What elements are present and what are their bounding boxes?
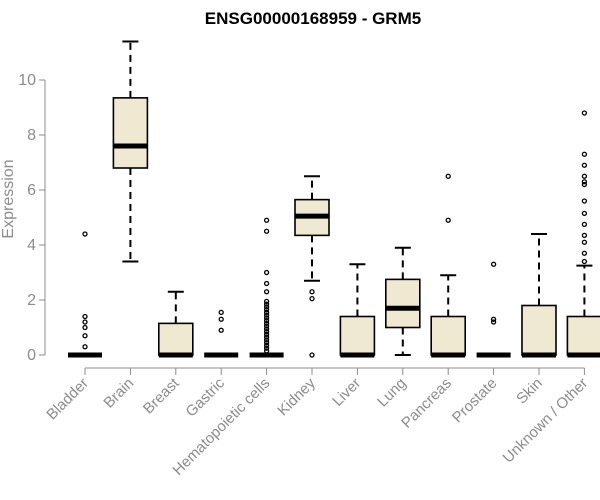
outlier-point <box>263 312 270 318</box>
x-tick-label: Pancreas <box>398 375 455 432</box>
box-brain <box>112 40 149 263</box>
y-tick-label: 10 <box>18 72 36 89</box>
outlier-point <box>263 342 270 349</box>
outlier-point <box>581 162 588 168</box>
y-tick-label: 8 <box>27 127 36 144</box>
box-iqr <box>339 315 376 356</box>
box-gastric <box>204 309 239 358</box>
outlier-point <box>263 217 270 223</box>
x-tick-label: Brain <box>100 375 137 412</box>
x-tick-label: Skin <box>513 375 546 408</box>
outlier-point <box>263 298 270 305</box>
y-tick-label: 2 <box>27 292 36 309</box>
outlier-point <box>263 315 270 321</box>
outlier-point <box>581 250 588 256</box>
outlier-point <box>82 344 88 350</box>
box-iqr <box>112 97 149 169</box>
outlier-point <box>263 323 270 329</box>
outlier-point <box>263 320 270 327</box>
x-tick-label: Kidney <box>274 374 319 419</box>
box-breast <box>158 290 194 358</box>
x-tick-label: Breast <box>140 374 183 417</box>
outlier-point <box>263 228 270 234</box>
outlier-point <box>445 173 451 179</box>
outlier-point <box>581 210 588 217</box>
outlier-point <box>218 327 224 333</box>
outlier-point <box>581 198 588 204</box>
outlier-point <box>263 304 270 310</box>
box-iqr <box>430 315 467 356</box>
outlier-point <box>263 269 270 276</box>
box-bladder <box>68 231 102 358</box>
x-tick-label: Liver <box>329 375 364 410</box>
x-tick-label: Prostate <box>449 375 501 427</box>
outlier-point <box>263 326 270 332</box>
outlier-point <box>82 333 88 339</box>
outlier-point <box>263 348 270 354</box>
outlier-point <box>581 258 588 265</box>
outlier-point <box>490 319 497 325</box>
outlier-point <box>581 179 588 185</box>
outlier-point <box>490 261 497 267</box>
x-tick-label: Lung <box>374 375 410 411</box>
box-iqr <box>158 322 194 356</box>
outlier-point <box>581 181 588 188</box>
box-prostate <box>476 261 511 358</box>
outlier-point <box>309 352 315 358</box>
outlier-point <box>263 317 270 324</box>
y-axis-label: Expression <box>0 159 17 238</box>
outlier-point <box>263 339 270 346</box>
outlier-point <box>263 289 270 295</box>
outlier-point <box>218 309 224 316</box>
box-unknown-other <box>566 110 600 358</box>
outlier-point <box>309 289 315 295</box>
outlier-point <box>263 301 270 307</box>
box-skin <box>521 233 557 358</box>
box-pancreas <box>430 173 467 358</box>
outlier-point <box>490 316 497 322</box>
outlier-point <box>581 110 588 116</box>
chart-title: ENSG00000168959 - GRM5 <box>205 9 421 28</box>
outlier-point <box>581 173 588 179</box>
y-tick-label: 6 <box>27 182 36 199</box>
box-iqr <box>521 304 557 356</box>
box-hematopoietic-cells <box>249 217 284 358</box>
outlier-point <box>82 313 88 320</box>
outlier-point <box>263 337 270 343</box>
y-tick-label: 0 <box>27 347 36 364</box>
x-tick-label: Bladder <box>43 375 92 424</box>
outlier-point <box>218 316 224 322</box>
outlier-point <box>263 345 270 351</box>
outlier-point <box>82 231 88 237</box>
outlier-point <box>581 221 588 228</box>
outlier-point <box>82 324 88 331</box>
x-tick-label: Unknown / Other <box>500 375 592 467</box>
y-tick-label: 4 <box>27 237 36 254</box>
outlier-point <box>309 295 315 302</box>
box-lung <box>384 246 421 356</box>
outlier-point <box>263 334 270 340</box>
box-liver <box>339 263 376 358</box>
outlier-point <box>263 280 270 287</box>
y-axis: 0 2 4 6 8 10 <box>18 72 46 364</box>
boxes-group <box>68 40 600 358</box>
box-iqr <box>384 278 421 329</box>
box-iqr <box>566 315 600 356</box>
outlier-point <box>263 306 270 313</box>
outlier-point <box>445 217 451 223</box>
box-kidney <box>294 175 330 358</box>
outlier-point <box>263 328 270 335</box>
outlier-point <box>263 309 270 316</box>
outlier-point <box>581 239 588 245</box>
outlier-point <box>581 151 588 157</box>
outlier-point <box>82 319 88 325</box>
outlier-point <box>263 331 270 338</box>
outlier-point <box>581 232 588 239</box>
